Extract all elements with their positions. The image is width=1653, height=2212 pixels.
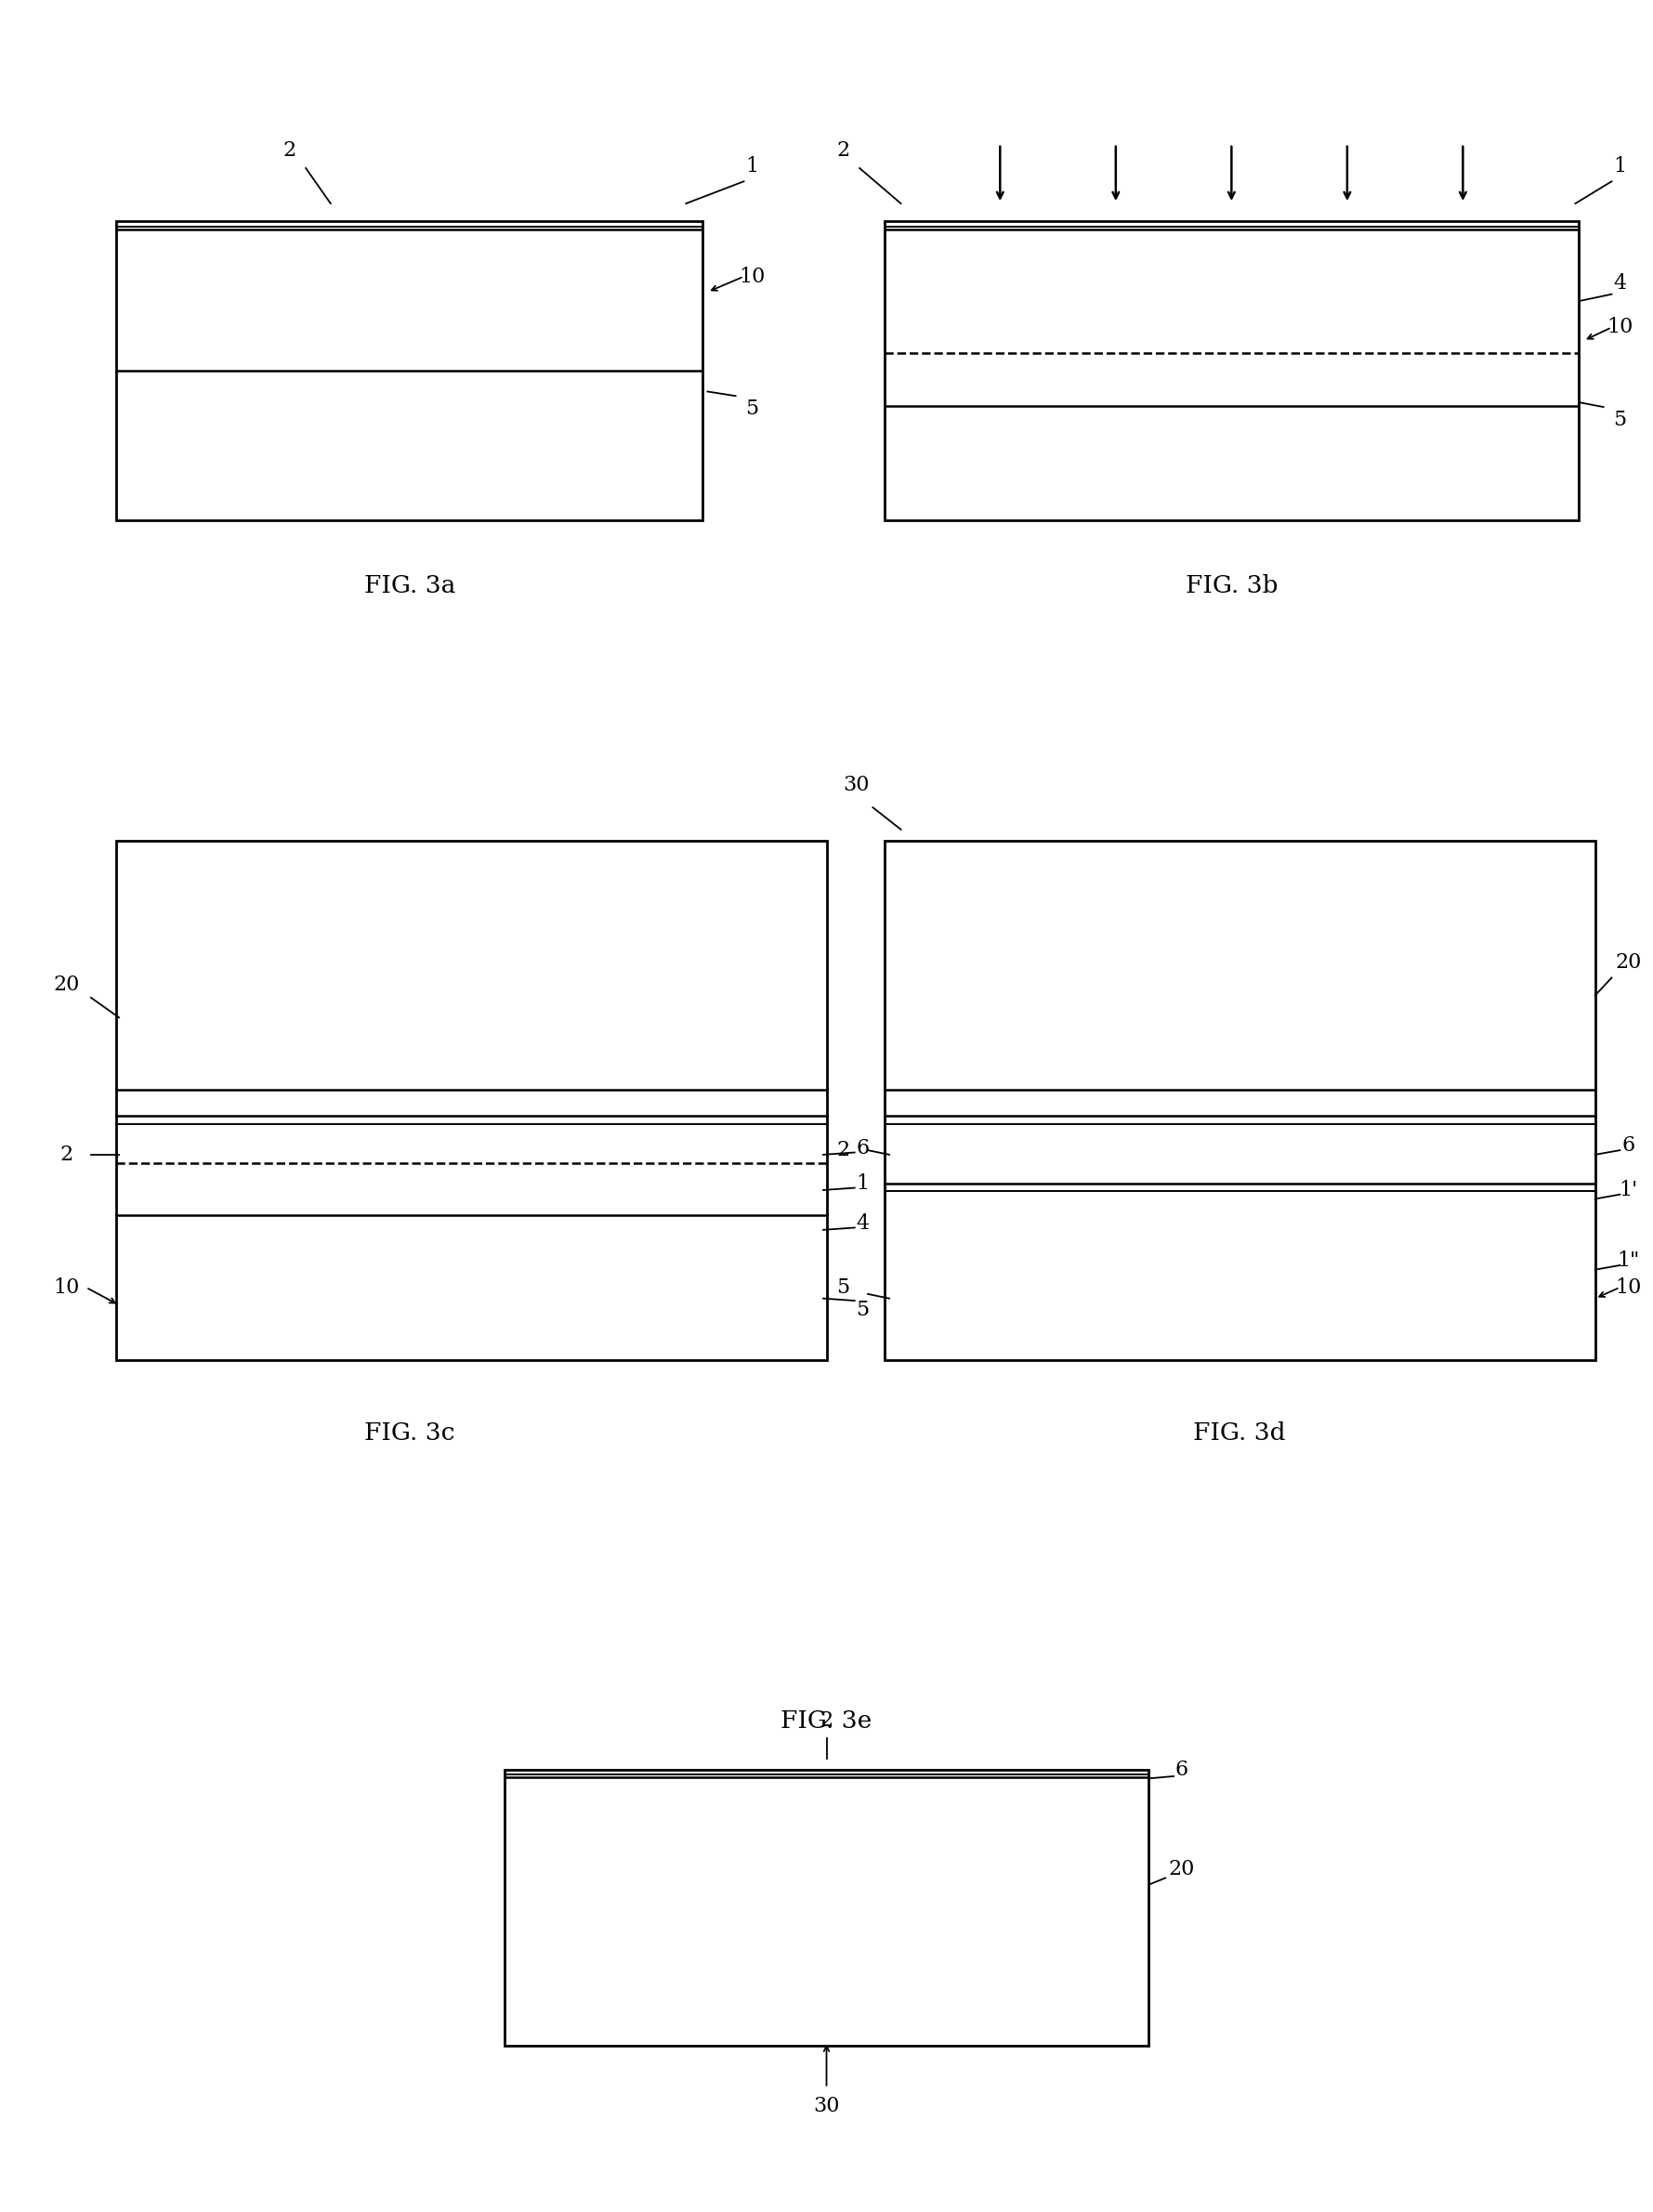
Text: 2: 2 <box>836 1139 850 1161</box>
Bar <box>116 841 826 1360</box>
Text: 4: 4 <box>1613 272 1627 294</box>
Text: FIG. 3c: FIG. 3c <box>365 1422 455 1444</box>
Text: 2: 2 <box>60 1144 73 1166</box>
Text: 1: 1 <box>1613 155 1627 177</box>
Text: 1: 1 <box>746 155 759 177</box>
Text: FIG. 3e: FIG. 3e <box>780 1710 873 1732</box>
Text: 5: 5 <box>856 1298 869 1321</box>
Text: 6: 6 <box>1175 1759 1189 1781</box>
Text: 20: 20 <box>1169 1858 1195 1880</box>
Bar <box>116 221 703 520</box>
Bar <box>884 841 1595 1360</box>
Text: 5: 5 <box>836 1276 850 1298</box>
Text: FIG. 3b: FIG. 3b <box>1185 575 1278 597</box>
Text: 10: 10 <box>739 265 765 288</box>
Text: 20: 20 <box>1615 951 1641 973</box>
Text: 2: 2 <box>283 139 296 161</box>
Text: 1': 1' <box>1618 1179 1638 1201</box>
Text: 6: 6 <box>1622 1135 1635 1157</box>
Text: 4: 4 <box>856 1212 869 1234</box>
Text: FIG. 3a: FIG. 3a <box>364 575 456 597</box>
Text: 10: 10 <box>1615 1276 1641 1298</box>
Text: 6: 6 <box>856 1137 869 1159</box>
Text: FIG. 3d: FIG. 3d <box>1193 1422 1286 1444</box>
Text: 5: 5 <box>746 398 759 420</box>
Text: 1": 1" <box>1617 1250 1640 1272</box>
Text: 20: 20 <box>53 973 79 995</box>
Bar <box>884 221 1579 520</box>
Bar <box>504 1770 1149 2046</box>
Text: 10: 10 <box>1607 316 1633 338</box>
Text: 30: 30 <box>813 2095 840 2117</box>
Text: 5: 5 <box>1613 409 1627 431</box>
Text: 30: 30 <box>843 774 869 796</box>
Text: 10: 10 <box>53 1276 79 1298</box>
Text: 1: 1 <box>856 1172 869 1194</box>
Text: 2: 2 <box>820 1710 833 1732</box>
Text: 2: 2 <box>836 139 850 161</box>
